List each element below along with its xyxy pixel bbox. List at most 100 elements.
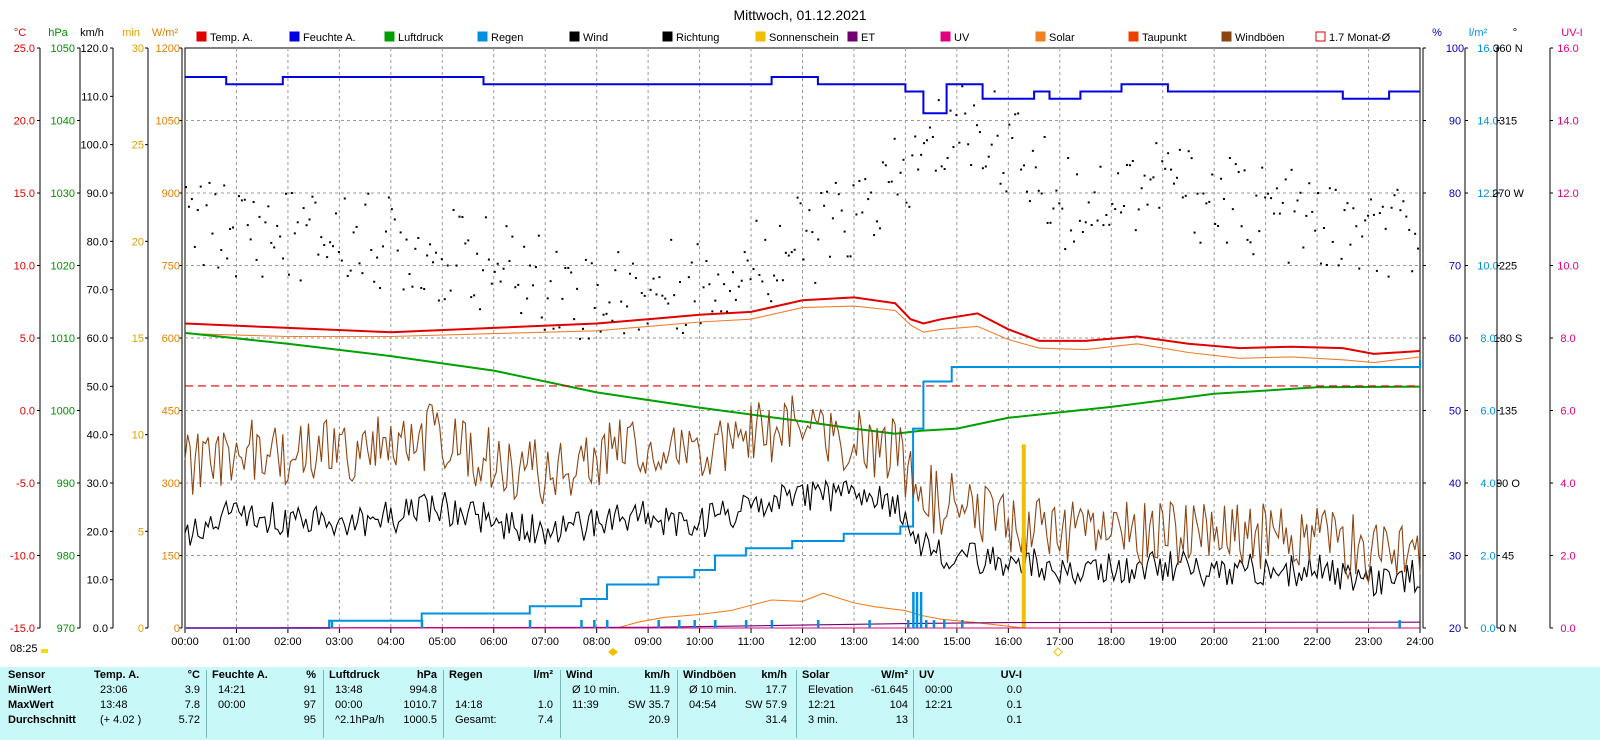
left-axis-tick-label: 5.0 — [20, 333, 35, 345]
right-axis-tick-label: 10.0 — [1557, 261, 1578, 273]
wind-direction-point — [296, 221, 299, 224]
wind-direction-point — [534, 266, 537, 269]
wind-direction-point — [887, 181, 890, 184]
stats-value-cell: 3.9 — [184, 684, 200, 696]
wind-direction-point — [667, 302, 670, 305]
wind-direction-point — [408, 273, 411, 276]
wind-direction-point — [1211, 173, 1214, 176]
wind-direction-point — [1334, 188, 1337, 191]
wind-direction-point — [699, 322, 702, 325]
x-axis-tick-label: 03:00 — [326, 636, 354, 648]
left-axis-unit: min — [122, 27, 140, 39]
wind-direction-point — [743, 251, 746, 254]
wind-direction-point — [417, 237, 420, 240]
wind-direction-point — [1055, 189, 1058, 192]
wind-direction-point — [849, 255, 852, 258]
wind-direction-point — [332, 245, 335, 248]
wind-direction-point — [384, 230, 387, 233]
wind-direction-point — [1349, 243, 1352, 246]
wind-direction-point — [537, 234, 540, 237]
wind-direction-point — [717, 273, 720, 276]
wind-direction-point — [361, 272, 364, 275]
wind-direction-point — [470, 296, 473, 299]
wind-direction-point — [314, 201, 317, 204]
stats-time-cell: 00:00 — [925, 684, 953, 696]
stats-value-cell: 11.9 — [649, 684, 670, 696]
wind-direction-point — [684, 323, 687, 326]
wind-direction-point — [643, 294, 646, 297]
wind-direction-point — [370, 248, 373, 251]
stats-value-cell: 0.1 — [1006, 714, 1022, 726]
wind-direction-point — [1243, 169, 1246, 172]
stats-separator — [323, 670, 324, 738]
left-axis-tick-label: 20.0 — [14, 116, 35, 128]
wind-direction-point — [881, 161, 884, 164]
wind-direction-point — [1108, 223, 1111, 226]
wind-direction-point — [193, 245, 196, 248]
wind-direction-point — [1011, 136, 1014, 139]
right-axis-tick-label: 360 N — [1493, 43, 1522, 55]
wind-direction-point — [546, 297, 549, 300]
wind-direction-point — [1175, 176, 1178, 179]
left-axis-tick-label: 25 — [132, 140, 144, 152]
wind-direction-point — [1290, 168, 1293, 171]
wind-direction-point — [334, 212, 337, 215]
wind-direction-point — [1152, 176, 1155, 179]
wind-direction-point — [396, 249, 399, 252]
wind-direction-point — [255, 258, 258, 261]
wind-direction-point — [1390, 206, 1393, 209]
stats-group-name: Feuchte A. — [212, 669, 268, 681]
wind-direction-point — [1111, 202, 1114, 205]
wind-direction-point — [199, 185, 202, 188]
wind-direction-point — [1275, 187, 1278, 190]
rain-bar — [925, 620, 928, 628]
right-axis-tick-label: 2.0 — [1560, 551, 1575, 563]
legend-label: Feuchte A. — [303, 32, 356, 44]
wind-direction-point — [1314, 229, 1317, 232]
stats-separator — [443, 670, 444, 738]
wind-direction-point — [346, 274, 349, 277]
wind-direction-point — [1040, 192, 1043, 195]
left-axis-tick-label: 30 — [132, 43, 144, 55]
wind-direction-point — [493, 270, 496, 273]
wind-direction-point — [202, 264, 205, 267]
wind-direction-point — [467, 239, 470, 242]
right-axis-tick-label: 10.0 — [1477, 261, 1498, 273]
wind-direction-point — [484, 216, 487, 219]
rain-bar — [868, 620, 871, 628]
wind-direction-point — [917, 168, 920, 171]
wind-direction-point — [1393, 194, 1396, 197]
right-axis-unit: ° — [1513, 27, 1517, 39]
wind-direction-point — [1043, 136, 1046, 139]
wind-direction-point — [293, 232, 296, 235]
wind-direction-point — [1278, 212, 1281, 215]
wind-direction-point — [1164, 167, 1167, 170]
series-line-windb-en — [184, 395, 1421, 584]
x-axis-tick-label: 04:00 — [377, 636, 405, 648]
legend-swatch — [847, 31, 858, 42]
stats-time-cell: 3 min. — [808, 714, 838, 726]
wind-direction-point — [761, 280, 764, 283]
wind-direction-point — [302, 207, 305, 210]
wind-direction-point — [1305, 214, 1308, 217]
stats-row-label: Sensor — [8, 669, 46, 681]
right-axis-tick-label: 60 — [1449, 333, 1461, 345]
wind-direction-point — [229, 227, 232, 230]
wind-direction-point — [776, 279, 779, 282]
rain-bar — [915, 592, 919, 628]
left-axis-tick-label: 990 — [57, 478, 75, 490]
stats-time-cell: Elevation — [808, 684, 854, 696]
stats-value-cell: 0.0 — [1006, 684, 1022, 696]
stats-time-cell: 12:21 — [925, 699, 953, 711]
wind-direction-point — [940, 165, 943, 168]
chart-grid — [185, 48, 1420, 628]
x-axis-tick-label: 00:00 — [171, 636, 199, 648]
wind-direction-point — [1234, 163, 1237, 166]
right-axis-tick-label: 80 — [1449, 188, 1461, 200]
wind-direction-point — [867, 198, 870, 201]
wind-direction-point — [1284, 178, 1287, 181]
wind-direction-point — [576, 287, 579, 290]
wind-direction-point — [631, 262, 634, 265]
stats-time-cell: Ø 10 min. — [689, 684, 737, 696]
wind-direction-point — [831, 217, 834, 220]
